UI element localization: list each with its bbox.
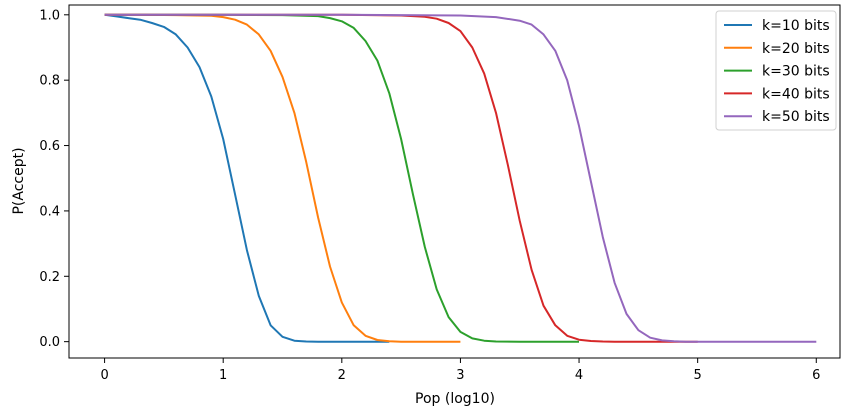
legend-box [715,10,837,131]
y-axis-ticks: 0.0 0.2 0.4 0.6 0.8 1.0 [39,8,69,350]
y-tick-label: 0.4 [39,204,60,219]
x-axis-label: Pop (log10) [415,391,495,407]
x-tick-label: 4 [575,368,583,383]
plot-area [68,4,841,359]
legend-label-2: k=20 bits [762,41,830,57]
legend-label-3: k=30 bits [762,64,830,80]
x-axis-ticks: 0 1 2 3 4 5 6 [100,358,820,383]
y-tick-label: 0.2 [39,270,60,285]
x-tick-label: 6 [812,368,820,383]
legend-label-5: k=50 bits [762,109,830,125]
series-line-2 [104,13,461,343]
y-tick-label: 0.8 [39,74,60,89]
legend-label-1: k=10 bits [762,18,830,34]
y-tick-label: 0.0 [39,335,60,350]
y-axis-label: P(Accept) [11,147,27,214]
y-tick-label: 1.0 [39,8,60,23]
y-tick-label: 0.6 [39,139,60,154]
x-tick-label: 5 [694,368,702,383]
legend-label-4: k=40 bits [762,86,830,102]
x-tick-label: 3 [456,368,464,383]
series-line-3 [104,13,579,343]
legend: k=10 bits k=20 bits k=30 bits k=40 bits k=50… [715,10,837,131]
series-line-4 [104,13,698,343]
x-tick-label: 1 [219,368,227,383]
series-layer [104,13,817,343]
x-tick-label: 2 [338,368,346,383]
series-line-5 [104,13,817,343]
x-tick-label: 0 [100,368,108,383]
series-line-1 [104,13,390,343]
axes-frame [68,4,841,359]
